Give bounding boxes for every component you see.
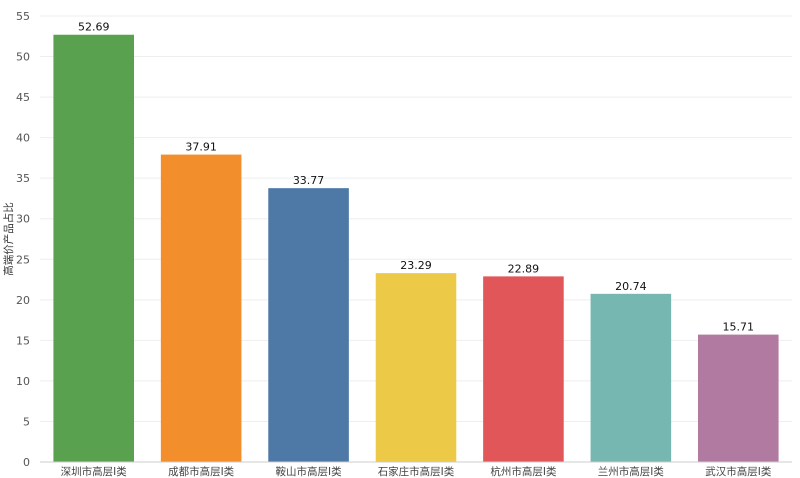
bar-value-label: 23.29 bbox=[400, 259, 432, 272]
bar-value-label: 37.91 bbox=[185, 141, 217, 154]
y-tick-label: 35 bbox=[16, 172, 30, 185]
x-category-label: 石家庄市高层Ⅰ类 bbox=[378, 465, 455, 478]
bar-value-label: 20.74 bbox=[615, 280, 647, 293]
bar bbox=[698, 334, 779, 462]
bar bbox=[268, 188, 349, 462]
y-axis-ticks: 0 5 10 15 20 25 30 35 40 45 50 55 bbox=[16, 10, 30, 469]
bar bbox=[375, 273, 457, 462]
bar bbox=[53, 34, 134, 463]
y-tick-label: 55 bbox=[16, 10, 30, 23]
bar-value-label: 52.69 bbox=[78, 21, 110, 34]
y-tick-label: 15 bbox=[16, 334, 30, 347]
x-category-label: 鞍山市高层Ⅰ类 bbox=[276, 465, 343, 478]
bar-value-label: 33.77 bbox=[293, 174, 325, 187]
y-tick-label: 25 bbox=[16, 253, 30, 266]
x-axis-categories: 深圳市高层Ⅰ类 成都市高层Ⅰ类 鞍山市高层Ⅰ类 石家庄市高层Ⅰ类 杭州市高层Ⅰ类 兰州市高… bbox=[61, 465, 772, 478]
x-category-label: 武汉市高层Ⅰ类 bbox=[705, 465, 772, 478]
bar-value-label: 22.89 bbox=[508, 262, 540, 275]
bar bbox=[483, 276, 564, 462]
bar bbox=[590, 293, 672, 462]
x-category-label: 成都市高层Ⅰ类 bbox=[168, 465, 235, 478]
y-tick-label: 5 bbox=[23, 415, 30, 428]
y-tick-label: 30 bbox=[16, 213, 30, 226]
value-labels: 52.69 37.91 33.77 23.29 22.89 20.74 15.71 bbox=[78, 21, 754, 334]
y-tick-label: 10 bbox=[16, 375, 30, 388]
y-tick-label: 20 bbox=[16, 294, 30, 307]
x-category-label: 杭州市高层Ⅰ类 bbox=[490, 465, 557, 478]
y-tick-label: 40 bbox=[16, 132, 30, 145]
bar bbox=[160, 154, 242, 463]
x-category-label: 深圳市高层Ⅰ类 bbox=[61, 465, 128, 478]
x-category-label: 兰州市高层Ⅰ类 bbox=[598, 465, 665, 478]
y-axis-title: 高端价产品占比 bbox=[2, 202, 15, 276]
y-tick-label: 0 bbox=[23, 456, 30, 469]
bar-value-label: 15.71 bbox=[723, 321, 755, 334]
bars bbox=[53, 34, 779, 463]
y-tick-label: 45 bbox=[16, 91, 30, 104]
y-tick-label: 50 bbox=[16, 51, 30, 64]
